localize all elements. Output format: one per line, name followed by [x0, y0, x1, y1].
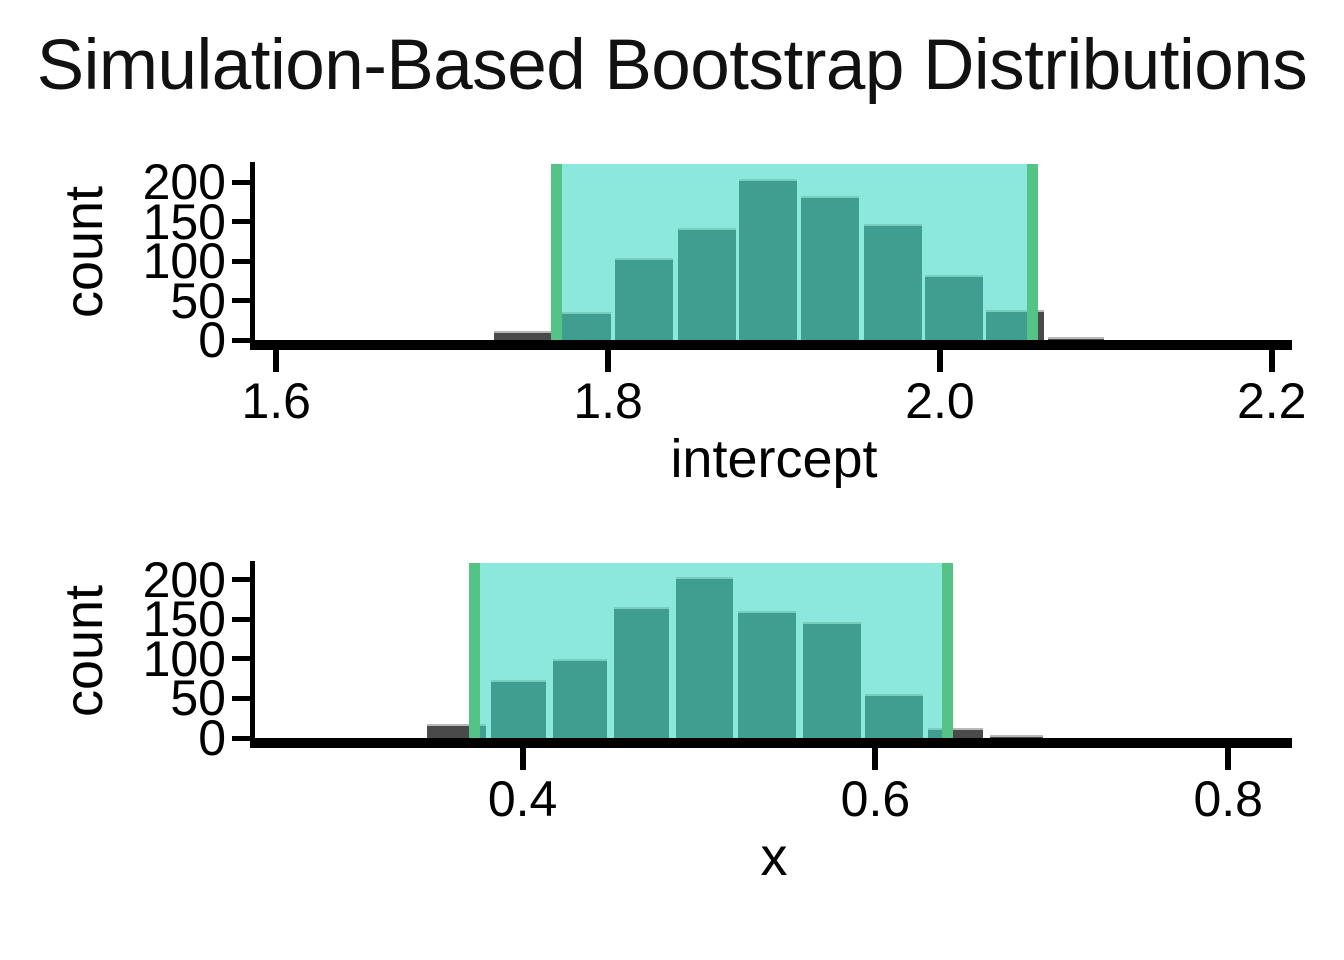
ci-lower-line	[551, 164, 563, 340]
y-axis-line	[250, 162, 255, 350]
x-tick	[936, 350, 943, 372]
histogram-bar-in-ci	[556, 312, 612, 340]
histogram-bar	[928, 728, 984, 738]
histogram-bar	[990, 735, 1044, 738]
y-tick-label: 0	[198, 312, 226, 368]
x-tick-label: 2.2	[1236, 373, 1307, 429]
y-tick	[232, 179, 250, 185]
y-tick-label: 0	[198, 710, 226, 766]
histogram-bar-in-ci	[737, 610, 797, 738]
y-tick	[232, 577, 250, 583]
figure-title: Simulation-Based Bootstrap Distributions	[36, 26, 1308, 105]
ci-upper-line	[942, 563, 954, 738]
histogram-bar-in-ci	[928, 728, 948, 738]
y-axis-line	[250, 561, 255, 748]
y-tick-label: 150	[142, 591, 226, 648]
y-tick-label: 50	[170, 670, 226, 727]
histogram-bar	[1047, 337, 1105, 340]
y-tick	[232, 298, 250, 304]
histogram-bar-in-ci	[803, 622, 862, 738]
histogram-bar-in-ci	[552, 658, 608, 738]
histogram-bar-in-ci	[800, 196, 859, 340]
x-tick	[872, 748, 879, 770]
x-axis-line	[250, 340, 1292, 350]
histogram-bar-in-ci	[614, 257, 673, 340]
histogram-bar-in-ci	[924, 275, 984, 340]
histogram-bar-in-ci	[676, 577, 733, 738]
x-tick	[605, 350, 612, 372]
y-tick-label: 50	[170, 272, 226, 329]
y-tick	[232, 337, 250, 343]
x-tick-label: 2.0	[905, 373, 975, 429]
y-tick-label: 200	[142, 154, 226, 211]
y-tick	[232, 616, 250, 622]
y-tick	[232, 258, 250, 264]
y-tick-label: 200	[142, 551, 226, 608]
y-tick-label: 100	[142, 630, 226, 687]
y-tick-label: 100	[142, 233, 226, 290]
x-tick-label: 1.8	[573, 373, 643, 429]
x-tick-label: 0.8	[1193, 771, 1263, 827]
x-axis-title-x: x	[760, 827, 788, 887]
x-axis-title-intercept: intercept	[670, 429, 878, 489]
x-tick	[1268, 350, 1275, 372]
x-tick	[273, 350, 280, 372]
x-tick-label: 0.4	[487, 771, 558, 827]
histogram-bar-in-ci	[490, 680, 546, 738]
histogram-bar-in-ci	[986, 310, 1033, 340]
histogram-bar-in-ci	[863, 223, 922, 340]
x-tick-label: 1.6	[241, 373, 311, 429]
x-tick	[519, 748, 526, 770]
ci-lower-line	[469, 563, 481, 738]
histogram-bar-in-ci	[864, 693, 924, 738]
histogram-bar-in-ci	[677, 227, 736, 340]
histogram-bar-in-ci	[614, 607, 670, 738]
y-tick	[232, 656, 250, 662]
y-tick	[232, 219, 250, 225]
ci-upper-line	[1027, 164, 1039, 340]
x-tick-label: 0.6	[840, 771, 911, 827]
y-tick	[232, 695, 250, 701]
y-tick	[232, 735, 250, 741]
histogram-bar-in-ci	[739, 178, 798, 340]
x-axis-line	[250, 738, 1292, 748]
histogram-bar	[493, 330, 552, 340]
y-tick-label: 150	[142, 193, 226, 250]
x-tick	[1225, 748, 1232, 770]
